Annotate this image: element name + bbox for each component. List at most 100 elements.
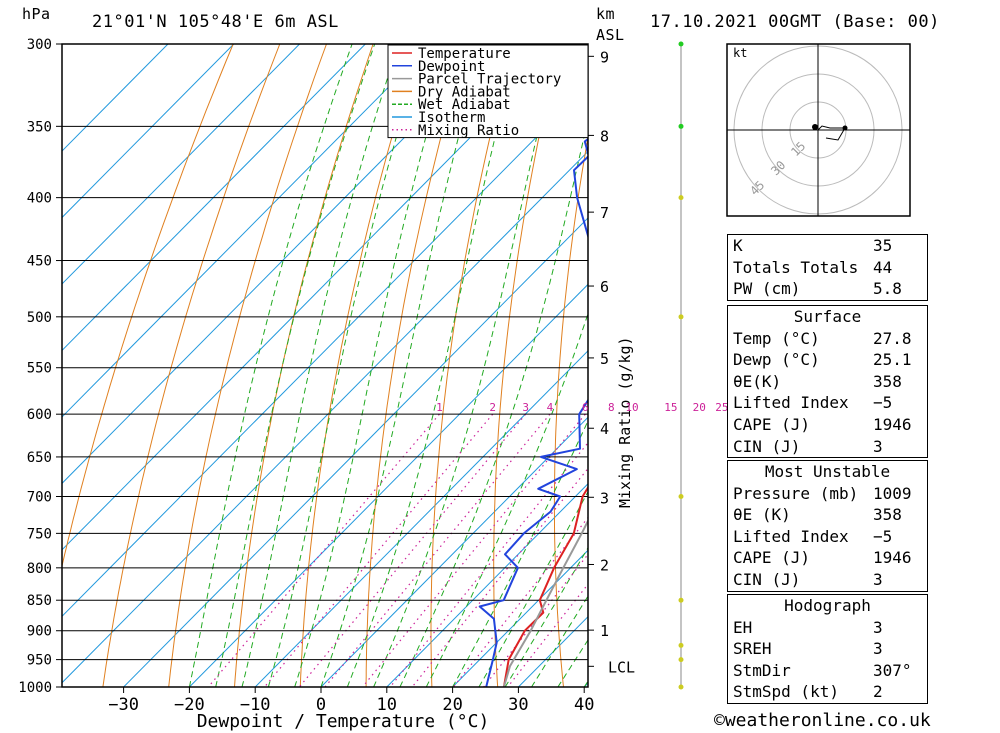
pressure-tick-label: 650 xyxy=(27,450,52,466)
mixing-ratio-line xyxy=(207,413,440,687)
mu-label: Pressure (mb) xyxy=(733,483,859,503)
hodograph-table: Hodograph EH 3 SREH 3 StmDir 307° StmSpd (k… xyxy=(727,594,928,704)
pressure-tick-label: 300 xyxy=(27,37,52,53)
mixing-ratio-line xyxy=(264,413,494,687)
mu-value: 3 xyxy=(873,569,883,589)
surface-value: 25.1 xyxy=(873,350,912,370)
hodo-label: SREH xyxy=(733,639,772,659)
pressure-tick-label: 700 xyxy=(27,490,52,506)
pressure-tick-label: 600 xyxy=(27,407,52,423)
dewpoint-line xyxy=(478,93,588,687)
dry-adiabat-line xyxy=(430,44,514,687)
height-tick-label: 4 xyxy=(600,420,609,438)
mixing-ratio-label: 20 xyxy=(693,401,706,414)
mu-label: CAPE (J) xyxy=(733,548,811,568)
isotherm-line xyxy=(62,44,498,485)
temperature-tick-label: 40 xyxy=(574,695,594,715)
dry-adiabat-line xyxy=(670,44,700,687)
isotherm-line xyxy=(62,44,432,418)
height-tick-label: 1 xyxy=(600,622,609,640)
isotherm-line xyxy=(62,44,235,219)
mu-label: CIN (J) xyxy=(733,569,801,589)
height-tick-label: 5 xyxy=(600,350,609,368)
mixing-ratio-label: 10 xyxy=(625,401,638,414)
wet-adiabat-line xyxy=(294,44,454,687)
isotherm-line xyxy=(62,44,366,352)
hodo-value: 2 xyxy=(873,682,883,702)
pressure-unit-label: hPa xyxy=(22,5,51,23)
mixing-ratio-line xyxy=(411,467,588,687)
mixing-ratio-label: 1 xyxy=(436,401,443,414)
pressure-tick-label: 950 xyxy=(27,653,52,669)
mixing-ratio-line xyxy=(452,516,588,687)
mixing-ratio-label: 25 xyxy=(715,401,728,414)
mixing-ratio-line xyxy=(507,583,588,687)
height-tick-label: 7 xyxy=(600,204,609,222)
wet-adiabat-line xyxy=(320,44,485,687)
isotherm-line xyxy=(320,416,588,687)
mixing-ratio-label: 2 xyxy=(489,401,496,414)
height-tick-label: 8 xyxy=(600,127,609,145)
surface-label: CAPE (J) xyxy=(733,414,811,434)
indices-table: K 35 Totals Totals 44 PW (cm) 5.8 xyxy=(727,234,928,301)
surface-table: Surface Temp (°C) 27.8 Dewp (°C) 25.1 θE(K… xyxy=(727,305,928,459)
pressure-tick-label: 450 xyxy=(27,254,52,270)
mixing-ratio-axis-label: Mixing Ratio (g/kg) xyxy=(616,336,634,508)
pressure-tick-label: 350 xyxy=(27,119,52,135)
index-value: 44 xyxy=(873,257,893,277)
surface-label: Dewp (°C) xyxy=(733,350,820,370)
wind-level-dot xyxy=(678,642,684,648)
index-label: PW (cm) xyxy=(733,279,801,299)
surface-value: 1946 xyxy=(873,414,912,434)
wet-adiabat-line xyxy=(188,44,353,687)
surface-label: CIN (J) xyxy=(733,436,801,456)
temperature-line xyxy=(502,485,588,687)
wind-level-dot xyxy=(678,494,684,500)
surface-value: 3 xyxy=(873,436,883,456)
km-label: km xyxy=(596,5,616,23)
dry-adiabat-line xyxy=(553,134,588,687)
isotherm-line xyxy=(62,44,300,285)
pressure-tick-label: 500 xyxy=(27,310,52,326)
index-label: Totals Totals xyxy=(733,257,859,277)
height-tick-label: 3 xyxy=(600,489,609,507)
lcl-label: LCL xyxy=(608,658,635,676)
temperature-tick-label: 0 xyxy=(316,695,326,715)
wind-level-dot xyxy=(678,684,684,690)
mu-value: 358 xyxy=(873,505,902,525)
temperature-tick-label: −20 xyxy=(174,695,205,715)
temperature-tick-label: 30 xyxy=(508,695,528,715)
isotherm-line xyxy=(452,549,588,687)
wind-level-dot xyxy=(678,123,684,129)
height-tick-label: 9 xyxy=(600,48,609,66)
mixing-ratio-line xyxy=(389,441,588,687)
hodo-value: 3 xyxy=(873,617,883,637)
pressure-tick-label: 1000 xyxy=(18,680,52,696)
wet-adiabat-line xyxy=(452,419,588,687)
wind-level-dot xyxy=(678,314,684,320)
hodograph-title: Hodograph xyxy=(784,596,871,615)
wet-adiabat-line xyxy=(399,117,588,687)
isotherm-line xyxy=(62,84,588,618)
mu-value: −5 xyxy=(873,526,893,546)
hodo-label: StmSpd (kt) xyxy=(733,682,839,702)
mu-value: 1946 xyxy=(873,548,912,568)
copyright-link[interactable]: ©weatheronline.co.uk xyxy=(714,710,931,731)
hodograph-unit-label: kt xyxy=(733,46,747,60)
mixing-ratio-label: 8 xyxy=(608,401,615,414)
height-tick-label: 2 xyxy=(600,556,609,574)
legend-entry-label: Parcel Trajectory xyxy=(418,72,561,88)
most-unstable-title: Most Unstable xyxy=(764,462,891,481)
legend-entry-label: Dry Adiabat xyxy=(418,84,511,100)
location-title: 21°01'N 105°48'E 6m ASL xyxy=(92,12,339,32)
dry-adiabat-line xyxy=(931,44,1000,687)
wind-level-dot xyxy=(678,657,684,663)
mixing-ratio-line xyxy=(298,413,527,687)
asl-label: ASL xyxy=(596,26,625,44)
pressure-tick-label: 550 xyxy=(27,361,52,377)
hodograph-trace xyxy=(817,125,846,141)
mu-value: 1009 xyxy=(873,483,912,503)
hodo-value: 307° xyxy=(873,660,912,680)
pressure-tick-label: 900 xyxy=(27,624,52,640)
temperature-tick-label: 20 xyxy=(442,695,462,715)
